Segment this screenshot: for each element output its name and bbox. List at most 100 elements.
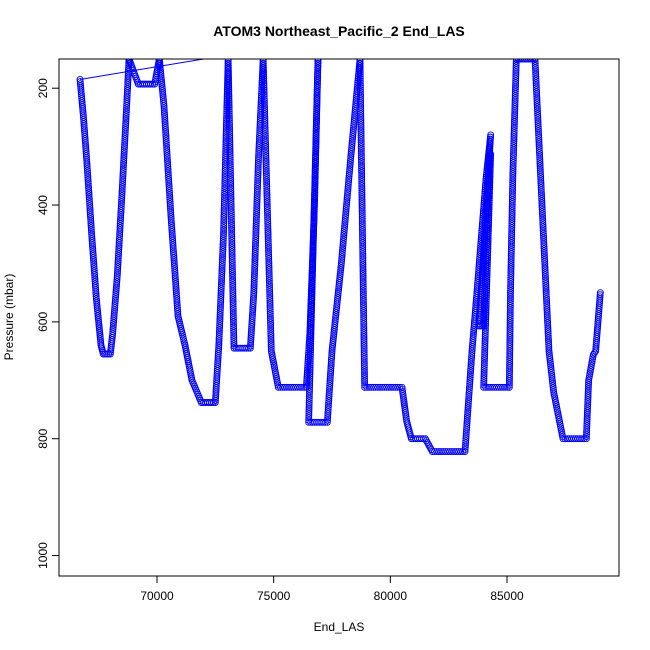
data-point — [506, 362, 514, 370]
data-point — [325, 397, 333, 405]
data-point — [266, 288, 274, 296]
data-point — [229, 300, 237, 308]
data-point — [227, 176, 235, 183]
data-point — [340, 231, 348, 239]
data-point — [223, 99, 231, 107]
data-point — [584, 396, 592, 404]
data-point — [230, 322, 238, 330]
data-point — [225, 112, 233, 120]
data-point — [267, 321, 275, 329]
data-point — [166, 195, 174, 203]
data-point — [120, 154, 128, 162]
data-point — [506, 330, 514, 337]
data-point — [335, 281, 343, 289]
data-point — [511, 107, 519, 115]
data-point — [519, 59, 527, 63]
data-point — [534, 114, 542, 122]
data-point — [358, 160, 365, 168]
data-point — [334, 296, 341, 304]
data-point — [505, 383, 513, 391]
data-point — [229, 276, 237, 284]
data-point — [253, 200, 261, 208]
data-point — [347, 148, 355, 156]
data-point — [311, 169, 319, 177]
data-point — [217, 291, 225, 299]
data-point — [266, 290, 274, 298]
data-point — [173, 301, 181, 309]
data-point — [510, 146, 518, 154]
data-point — [549, 386, 557, 394]
data-point — [228, 265, 236, 273]
data-point — [312, 134, 320, 142]
data-point — [509, 181, 517, 188]
data-point — [265, 261, 273, 269]
data-point — [359, 296, 367, 304]
data-point — [486, 179, 494, 187]
data-point — [341, 220, 349, 228]
data-point — [539, 216, 547, 224]
data-point — [305, 392, 313, 400]
data-point — [306, 353, 314, 361]
data-point — [359, 270, 367, 277]
data-point — [160, 104, 168, 112]
data-point — [484, 251, 492, 259]
data-point — [511, 109, 519, 117]
data-point — [506, 353, 514, 361]
data-point — [342, 209, 350, 217]
data-point — [85, 191, 93, 199]
data-point — [358, 224, 366, 231]
data-point — [227, 211, 235, 218]
data-point — [541, 258, 549, 266]
data-point — [535, 129, 542, 137]
data-point — [118, 183, 126, 191]
data-point — [462, 437, 470, 445]
data-point — [509, 161, 517, 169]
data-point — [310, 232, 317, 240]
data-point — [171, 275, 179, 283]
data-point — [484, 245, 492, 253]
data-point — [220, 224, 228, 232]
data-point — [117, 207, 125, 215]
data-point — [508, 211, 516, 219]
data-point — [511, 87, 519, 95]
data-point — [90, 267, 98, 275]
data-point — [542, 273, 549, 281]
data-point — [105, 350, 113, 358]
data-point — [262, 163, 270, 171]
data-point — [89, 245, 97, 253]
data-point — [251, 245, 259, 253]
data-point — [260, 77, 268, 85]
data-point — [224, 59, 232, 65]
data-point — [252, 228, 260, 236]
data-point — [161, 121, 169, 129]
data-point — [546, 358, 554, 366]
data-point — [122, 119, 130, 127]
data-point — [114, 260, 122, 268]
data-point — [220, 211, 228, 218]
data-point — [357, 149, 365, 157]
data-point — [506, 347, 514, 355]
data-point — [109, 330, 117, 338]
data-point — [482, 306, 490, 314]
data-point — [279, 383, 287, 391]
data-point — [313, 77, 321, 85]
data-point — [215, 339, 223, 347]
data-point — [307, 344, 315, 352]
data-point — [480, 361, 488, 369]
data-point — [506, 327, 514, 335]
data-point — [546, 351, 553, 359]
data-point — [341, 216, 349, 224]
data-point — [356, 79, 364, 87]
data-point — [292, 383, 300, 391]
data-point — [309, 263, 317, 271]
data-point — [313, 105, 321, 113]
data-point — [514, 59, 522, 63]
data-point — [337, 262, 345, 270]
data-point — [383, 383, 391, 391]
data-point — [357, 110, 365, 118]
data-point — [339, 238, 347, 246]
data-point — [547, 364, 555, 372]
data-point — [507, 267, 515, 275]
data-point — [227, 173, 235, 181]
data-point — [265, 266, 273, 274]
